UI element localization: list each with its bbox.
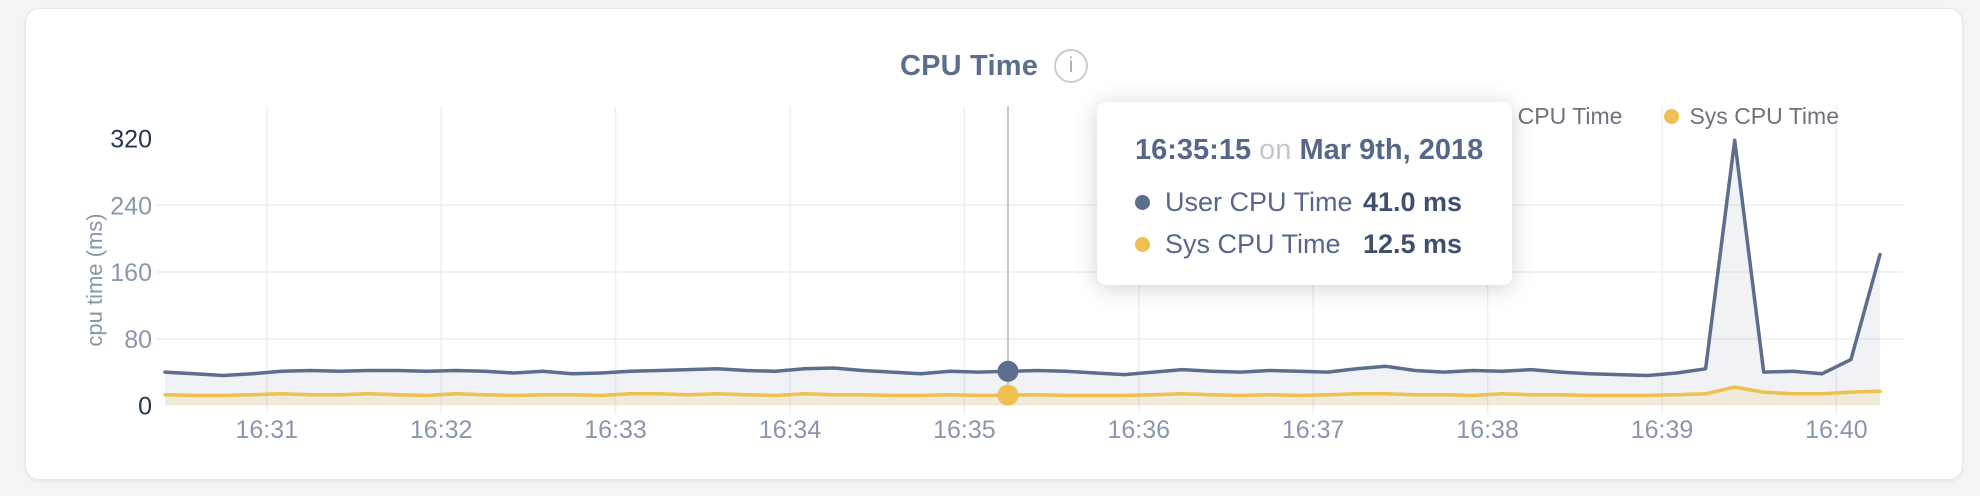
sys-series-dot — [1664, 109, 1680, 124]
y-tick-label: 0 — [138, 393, 152, 421]
user-series-dot — [1135, 194, 1150, 210]
x-tick-label: 16:32 — [410, 416, 473, 444]
tooltip-value-sys: 12.5 ms — [1363, 228, 1463, 259]
x-tick-label: 16:31 — [235, 416, 298, 444]
info-icon[interactable]: i — [1054, 49, 1089, 83]
x-tick-label: 16:34 — [759, 416, 822, 444]
x-tick-label: 16:36 — [1107, 416, 1170, 444]
tooltip-connector: on — [1259, 134, 1292, 166]
user-series-line — [163, 138, 1882, 378]
sys-series-line — [163, 385, 1882, 398]
tooltip-row-user: User CPU Time 41.0 ms — [1135, 181, 1512, 223]
tooltip-timestamp: 16:35:15 on Mar 9th, 2018 — [1135, 134, 1512, 167]
sys-hover-marker — [997, 384, 1019, 406]
tooltip-row-sys: Sys CPU Time 12.5 ms — [1135, 223, 1512, 265]
cpu-time-panel: CPU Time i User CPU Time Sys CPU Time cp… — [25, 8, 1963, 480]
chart-title: CPU Time — [899, 49, 1039, 82]
x-tick-label: 16:38 — [1456, 416, 1519, 444]
x-tick-label: 16:37 — [1282, 416, 1345, 444]
y-tick-label: 240 — [110, 192, 152, 220]
x-tick-label: 16:35 — [933, 416, 996, 444]
tooltip-value-user: 41.0 ms — [1363, 186, 1463, 217]
tooltip-time: 16:35:15 — [1135, 134, 1252, 166]
tooltip-label-user: User CPU Time — [1165, 186, 1353, 217]
chart-tooltip: 16:35:15 on Mar 9th, 2018 User CPU Time … — [1097, 102, 1512, 285]
legend-item-sys-cpu-time[interactable]: Sys CPU Time — [1664, 103, 1839, 130]
y-tick-label: 80 — [124, 326, 152, 354]
user-area-fill — [165, 140, 1880, 406]
x-tick-label: 16:39 — [1631, 416, 1694, 444]
x-tick-label: 16:33 — [584, 416, 647, 444]
tooltip-label-sys: Sys CPU Time — [1165, 228, 1341, 259]
y-tick-label: 320 — [110, 126, 152, 154]
user-hover-marker — [997, 360, 1019, 382]
y-tick-label: 160 — [110, 259, 152, 287]
tooltip-date: Mar 9th, 2018 — [1299, 134, 1484, 166]
sys-series-dot — [1135, 236, 1150, 252]
legend-label-sys: Sys CPU Time — [1689, 103, 1839, 129]
x-tick-label: 16:40 — [1805, 416, 1868, 444]
panel-header: CPU Time i — [26, 49, 1962, 83]
